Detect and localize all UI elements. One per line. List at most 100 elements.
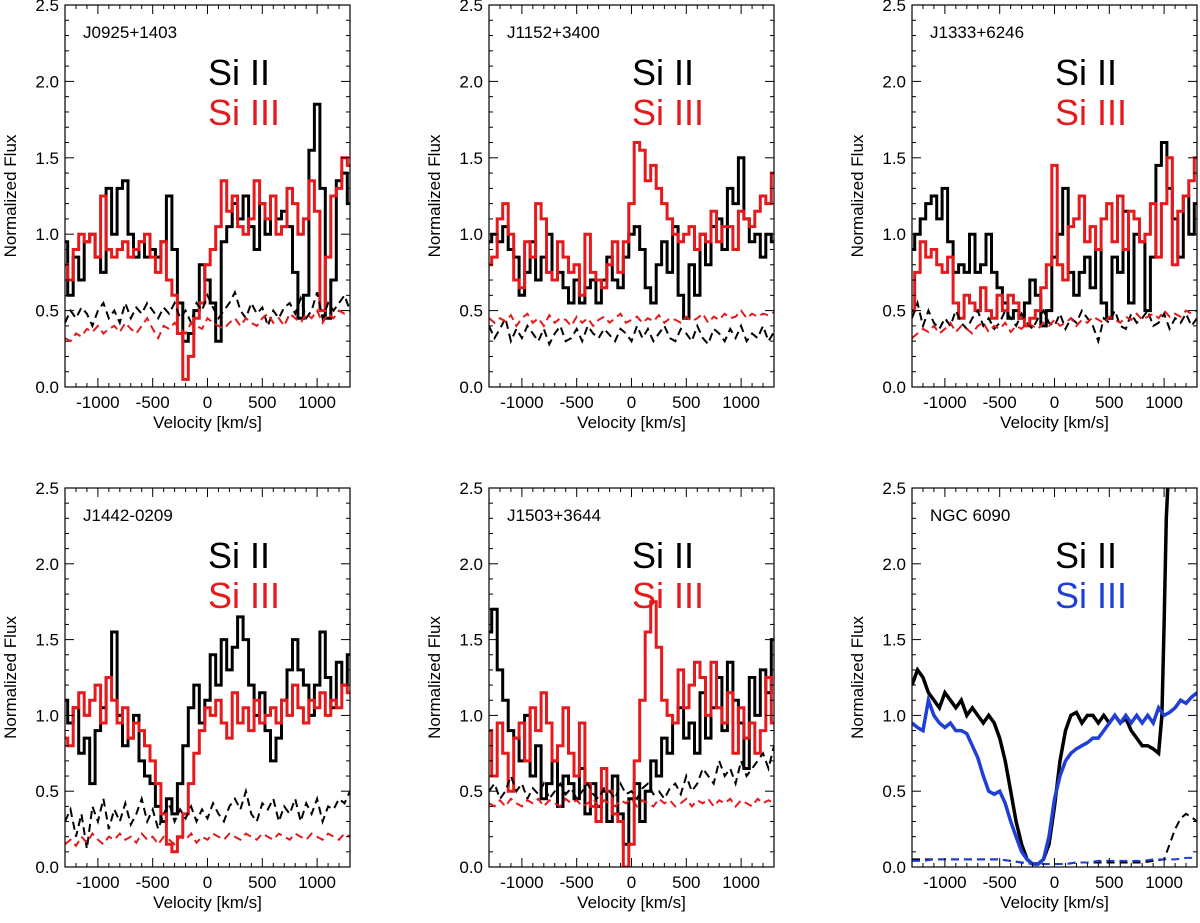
y-tick-label: 1.0	[459, 706, 483, 725]
panel-title: NGC 6090	[930, 506, 1010, 525]
series-si-ii-error	[65, 289, 350, 330]
series-si-iii-error	[912, 856, 1197, 865]
y-tick-label: 0.5	[459, 782, 483, 801]
y-tick-label: 2.5	[459, 0, 483, 15]
y-axis-label: Normalized Flux	[848, 134, 867, 257]
legend-si-ii: Si II	[632, 535, 694, 576]
y-tick-label: 0.0	[882, 858, 906, 877]
x-tick-label: -1000	[500, 873, 543, 892]
x-tick-label: -500	[983, 873, 1017, 892]
y-axis-label: Normalized Flux	[1, 616, 20, 739]
series-group	[65, 615, 350, 854]
series-si-iii	[489, 141, 774, 297]
x-tick-label: 1000	[1145, 873, 1183, 892]
legend-si-iii: Si III	[208, 92, 280, 133]
series-group	[489, 141, 774, 347]
y-tick-label: 0.5	[882, 302, 906, 321]
x-tick-label: 0	[1050, 393, 1059, 412]
x-tick-label: 0	[203, 873, 212, 892]
x-tick-label: -1000	[500, 393, 543, 412]
series-group	[489, 600, 774, 867]
y-tick-label: 2.0	[35, 555, 59, 574]
series-si-iii	[912, 691, 1197, 866]
y-tick-label: 2.0	[459, 555, 483, 574]
y-tick-label: 2.5	[882, 479, 906, 498]
series-si-ii	[912, 488, 1170, 866]
series-si-iii-error	[489, 309, 774, 328]
legend-si-iii: Si III	[1055, 92, 1127, 133]
legend-si-iii: Si III	[208, 575, 280, 616]
series-si-iii-error	[65, 831, 350, 848]
series-group	[65, 102, 350, 381]
series-si-iii	[489, 600, 774, 867]
series-si-ii-error	[489, 745, 774, 802]
series-si-iii-error	[912, 309, 1197, 339]
x-tick-label: 500	[1095, 393, 1123, 412]
y-tick-label: 1.0	[35, 706, 59, 725]
y-tick-label: 1.0	[882, 225, 906, 244]
panel-4: -1000 -500 0 500 1000 0.0 0.5 1.0 1.5 2.0 2.5 Veloc…	[1, 479, 351, 912]
legend-si-iii: Si III	[632, 92, 704, 133]
y-tick-label: 1.5	[35, 631, 59, 650]
series-group	[912, 488, 1197, 866]
series-si-ii	[912, 141, 1197, 328]
y-tick-label: 1.5	[459, 631, 483, 650]
panel-6: -1000 -500 0 500 1000 0.0 0.5 1.0 1.5 2.0 2.5 Veloc…	[848, 479, 1198, 912]
y-tick-label: 2.5	[35, 0, 59, 15]
x-axis-label: Velocity [km/s]	[153, 893, 262, 912]
series-si-iii	[912, 156, 1197, 328]
legend-si-ii: Si II	[632, 52, 694, 93]
x-tick-label: -1000	[76, 393, 119, 412]
y-tick-label: 1.0	[35, 225, 59, 244]
legend-si-ii: Si II	[208, 535, 270, 576]
y-tick-label: 0.0	[459, 378, 483, 397]
legend-si-iii: Si III	[632, 575, 704, 616]
x-tick-label: 500	[672, 393, 700, 412]
series-si-iii	[65, 156, 350, 381]
series-si-ii	[489, 156, 774, 320]
x-tick-label: -1000	[923, 393, 966, 412]
y-axis-label: Normalized Flux	[1, 134, 20, 257]
y-axis-label: Normalized Flux	[848, 616, 867, 739]
series-si-iii	[65, 676, 350, 854]
y-tick-label: 0.5	[459, 302, 483, 321]
y-tick-label: 2.5	[459, 479, 483, 498]
x-tick-label: 1000	[722, 393, 760, 412]
legend-si-ii: Si II	[208, 52, 270, 93]
x-tick-label: -500	[983, 393, 1017, 412]
panel-title: J1152+3400	[507, 23, 600, 42]
x-tick-label: -1000	[76, 873, 119, 892]
y-tick-label: 1.0	[882, 706, 906, 725]
y-tick-label: 1.5	[882, 631, 906, 650]
x-tick-label: 500	[1095, 873, 1123, 892]
x-tick-label: 1000	[722, 873, 760, 892]
series-si-iii-error	[65, 308, 350, 343]
x-axis-label: Velocity [km/s]	[1000, 893, 1109, 912]
y-tick-label: 0.0	[882, 378, 906, 397]
legend-si-ii: Si II	[1055, 52, 1117, 93]
y-tick-label: 0.5	[882, 782, 906, 801]
x-tick-label: -500	[560, 393, 594, 412]
x-tick-label: 1000	[1145, 393, 1183, 412]
series-si-ii-error	[489, 315, 774, 347]
y-tick-label: 2.0	[882, 72, 906, 91]
panel-3: -1000 -500 0 500 1000 0.0 0.5 1.0 1.5 2.0 2.5 Veloc…	[848, 0, 1198, 432]
y-tick-label: 0.5	[35, 302, 59, 321]
y-tick-label: 0.0	[35, 378, 59, 397]
x-axis-label: Velocity [km/s]	[153, 413, 262, 432]
x-tick-label: 1000	[298, 393, 336, 412]
x-axis-label: Velocity [km/s]	[577, 413, 686, 432]
y-tick-label: 0.0	[459, 858, 483, 877]
x-tick-label: 1000	[298, 873, 336, 892]
panel-5: -1000 -500 0 500 1000 0.0 0.5 1.0 1.5 2.0 2.5 Veloc…	[425, 479, 775, 912]
y-axis-label: Normalized Flux	[425, 134, 444, 257]
series-si-ii-error	[912, 299, 1197, 345]
x-tick-label: 500	[248, 393, 276, 412]
x-tick-label: 0	[1050, 873, 1059, 892]
panel-2: -1000 -500 0 500 1000 0.0 0.5 1.0 1.5 2.0 2.5 Veloc…	[425, 0, 775, 432]
x-tick-label: 0	[203, 393, 212, 412]
y-tick-label: 2.0	[35, 72, 59, 91]
x-tick-label: 0	[627, 393, 636, 412]
legend-si-ii: Si II	[1055, 535, 1117, 576]
